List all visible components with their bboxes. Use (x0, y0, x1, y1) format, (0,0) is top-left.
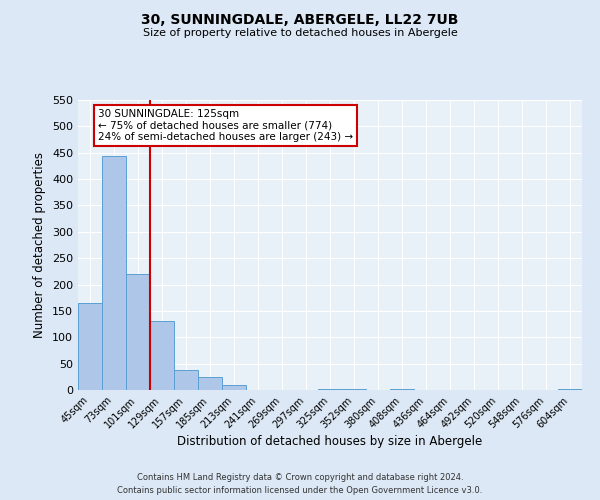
Bar (126, 274, 150, 390)
Bar (150, 322, 174, 390)
Text: Contains HM Land Registry data © Crown copyright and database right 2024.: Contains HM Land Registry data © Crown c… (137, 474, 463, 482)
Bar (558, 389, 582, 390)
Bar (198, 377, 222, 390)
Bar (318, 389, 342, 390)
Y-axis label: Number of detached properties: Number of detached properties (34, 152, 46, 338)
X-axis label: Distribution of detached houses by size in Abergele: Distribution of detached houses by size … (178, 436, 482, 448)
Bar (102, 156, 126, 390)
Text: 30, SUNNINGDALE, ABERGELE, LL22 7UB: 30, SUNNINGDALE, ABERGELE, LL22 7UB (142, 12, 458, 26)
Bar (78, 303, 102, 390)
Bar (174, 370, 198, 390)
Text: Contains public sector information licensed under the Open Government Licence v3: Contains public sector information licen… (118, 486, 482, 495)
Text: 30 SUNNINGDALE: 125sqm
← 75% of detached houses are smaller (774)
24% of semi-de: 30 SUNNINGDALE: 125sqm ← 75% of detached… (98, 108, 353, 142)
Text: Size of property relative to detached houses in Abergele: Size of property relative to detached ho… (143, 28, 457, 38)
Bar (222, 384, 246, 390)
